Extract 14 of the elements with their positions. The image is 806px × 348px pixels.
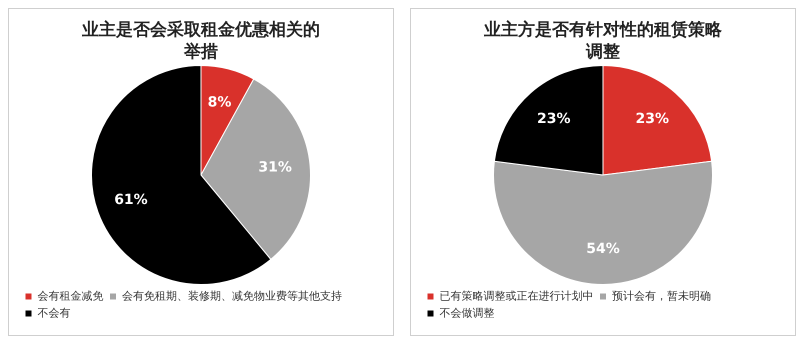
data-label: 23% (537, 110, 571, 127)
legend-label: 预计会有，暂未明确 (612, 289, 711, 302)
legend-label: 已有策略调整或正在进行计划中 (440, 289, 594, 302)
data-label: 61% (114, 192, 148, 208)
data-label: 31% (258, 160, 292, 176)
legend-label: 不会做调整 (440, 306, 494, 320)
legend-label: 会有租金减免 (38, 289, 104, 302)
data-label: 8% (208, 94, 232, 111)
legend-label: 会有免租期、装修期、减免物业费等其他支持 (122, 289, 342, 302)
data-label: 23% (635, 110, 669, 127)
chart-title: 业主是否会采取租金优惠相关的举措 (81, 19, 321, 63)
legend-label: 不会有 (38, 306, 70, 320)
data-label: 54% (586, 241, 620, 258)
chart-title: 业主方是否有针对性的租赁策略调整 (483, 19, 723, 63)
